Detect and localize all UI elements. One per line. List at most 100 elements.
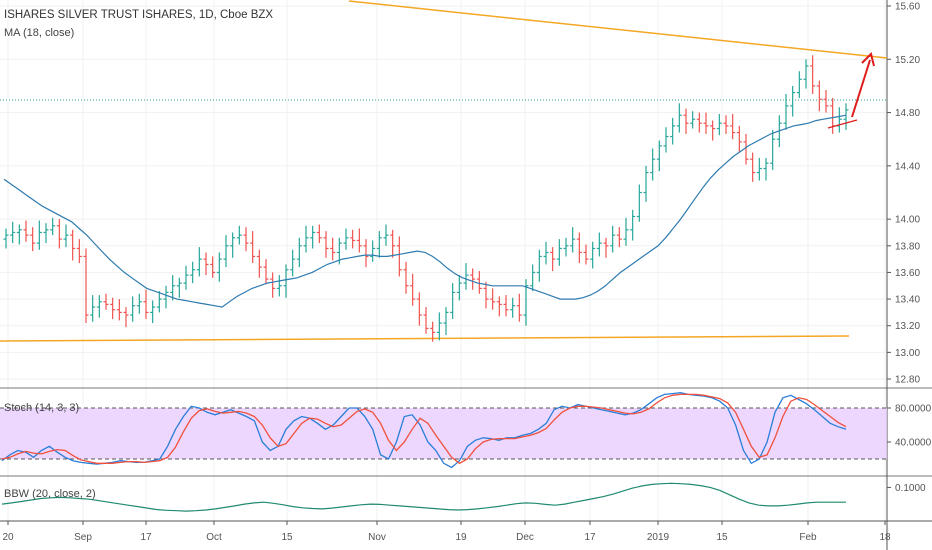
ohlc-bar	[170, 275, 176, 301]
ohlc-bar	[536, 249, 542, 282]
ohlc-bar	[363, 239, 369, 268]
time-tick-label: 20	[2, 532, 14, 543]
price-tick-label: 13.40	[895, 295, 920, 306]
ohlc-bar	[376, 231, 382, 258]
ohlc-bar	[763, 157, 769, 181]
ohlc-bar	[650, 148, 656, 181]
ohlc-bar	[156, 291, 162, 313]
stoch-overbought-oversold-band	[0, 408, 887, 459]
ohlc-bar	[683, 108, 689, 134]
time-tick-label: 17	[140, 532, 152, 543]
ohlc-bar	[130, 296, 136, 322]
ohlc-bar	[810, 55, 816, 94]
ohlc-bar	[150, 300, 156, 324]
ohlc-bar	[190, 261, 196, 284]
time-tick-label: Nov	[368, 532, 386, 543]
ohlc-bar	[270, 272, 276, 298]
ohlc-bar	[110, 297, 116, 320]
ohlc-bar	[443, 307, 449, 336]
ohlc-bar	[43, 223, 49, 244]
ohlc-bar	[323, 231, 329, 258]
stoch-tick-label: 40.0000	[895, 438, 932, 449]
ohlc-bar	[210, 256, 216, 278]
ohlc-bar	[370, 240, 376, 262]
ohlc-bar	[390, 229, 396, 258]
ohlc-bar	[496, 296, 502, 317]
price-axis[interactable]: 15.60 15.20 14.80 14.40 14.00 13.80 13.60 13.40…	[887, 2, 920, 386]
ohlc-bar	[143, 289, 149, 320]
ohlc-bar	[396, 236, 402, 277]
ohlc-bar	[630, 209, 636, 241]
ohlc-bar	[830, 97, 836, 134]
ohlc-bar	[796, 71, 802, 98]
ohlc-bar	[290, 249, 296, 277]
ohlc-bar	[63, 224, 69, 248]
ohlc-bar	[123, 307, 129, 328]
ohlc-bar	[296, 237, 302, 268]
price-tick-label: 13.60	[895, 268, 920, 279]
ohlc-bar	[30, 227, 36, 252]
ohlc-bar	[790, 85, 796, 117]
ohlc-bar	[330, 237, 336, 261]
ohlc-bar	[770, 129, 776, 170]
ohlc-bar	[636, 184, 642, 222]
bbw-axis: 0.1000	[887, 483, 926, 494]
support-marker-line[interactable]	[827, 119, 858, 129]
ohlc-bar	[250, 231, 256, 264]
price-tick-label: 14.80	[895, 108, 920, 119]
ma-legend: MA (18, close)	[4, 27, 74, 39]
ohlc-bar	[570, 227, 576, 253]
price-tick-label: 15.60	[895, 2, 920, 13]
ohlc-bar	[490, 288, 496, 310]
ohlc-bar	[56, 219, 62, 249]
ohlc-bar	[556, 239, 562, 266]
ohlc-bar	[463, 263, 469, 290]
ohlc-bar	[816, 80, 822, 112]
ohlc-bar	[176, 277, 182, 298]
stoch-tick-label: 80.0000	[895, 404, 932, 415]
moving-average-line[interactable]	[3, 114, 847, 308]
ohlc-bar	[510, 297, 516, 318]
ohlc-bar	[676, 103, 682, 133]
ohlc-bar	[716, 113, 722, 136]
ohlc-bar	[283, 264, 289, 298]
ohlc-bar	[436, 312, 442, 341]
ohlc-bar	[196, 247, 202, 277]
ohlc-bar	[16, 224, 22, 245]
ohlc-bar	[23, 220, 29, 242]
ohlc-bar	[350, 229, 356, 249]
upper-trendline[interactable]	[348, 0, 888, 59]
bbw-line[interactable]	[1, 482, 846, 512]
price-tick-label: 14.00	[895, 215, 920, 226]
projection-arrow-shaft[interactable]	[851, 59, 871, 118]
ohlc-bar	[243, 227, 249, 252]
ohlc-bar	[76, 239, 82, 264]
time-axis[interactable]: 20 Sep 17 Oct 15 Nov 19 Dec 17 2019 15 Feb 18	[2, 521, 891, 543]
ohlc-bar	[230, 232, 236, 258]
ohlc-bar	[456, 275, 462, 301]
stoch-d-line[interactable]	[1, 393, 847, 465]
projection-arrow-head	[861, 52, 875, 67]
ohlc-bar	[3, 228, 9, 249]
ohlc-bar	[470, 268, 476, 290]
ohlc-bar	[476, 271, 482, 294]
ohlc-bar	[743, 133, 749, 165]
ohlc-bar	[403, 261, 409, 294]
ohlc-bar	[623, 217, 629, 246]
time-tick-label: 18	[879, 532, 891, 543]
ohlc-bar	[603, 237, 609, 258]
ohlc-bar	[263, 259, 269, 285]
ohlc-bar	[103, 293, 109, 310]
ohlc-bar	[756, 157, 762, 181]
ohlc-bar	[276, 275, 282, 297]
bbw-tick-label: 0.1000	[895, 483, 926, 494]
ohlc-bar	[590, 241, 596, 269]
ohlc-bar	[723, 115, 729, 134]
ohlc-bar	[383, 224, 389, 246]
stoch-legend: Stoch (14, 3, 3)	[4, 402, 79, 414]
ohlc-bar	[843, 103, 849, 130]
price-tick-label: 14.40	[895, 161, 920, 172]
lower-trendline[interactable]	[0, 335, 850, 342]
ohlc-bar	[690, 111, 696, 129]
